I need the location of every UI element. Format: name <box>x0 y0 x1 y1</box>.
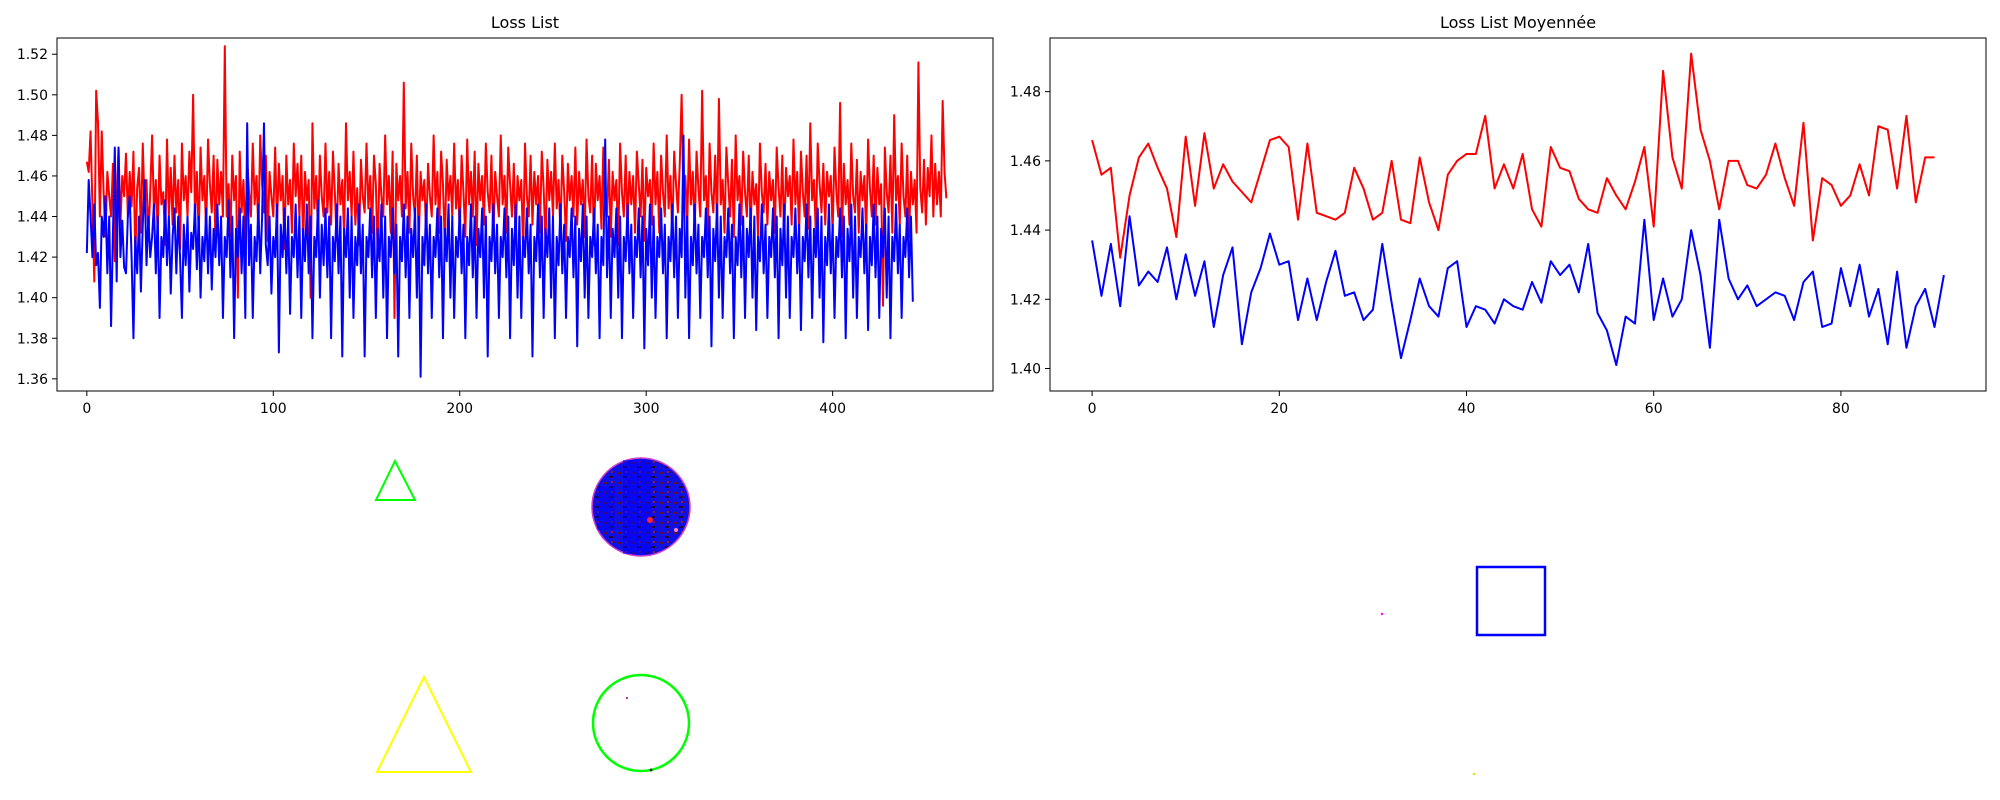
magenta-dot <box>1380 612 1384 616</box>
x-tick-label: 80 <box>1832 401 1850 417</box>
x-tick-label: 200 <box>446 401 473 417</box>
large-yellow-triangle <box>375 674 473 773</box>
axes-frame <box>1049 37 1987 392</box>
series-line-2 <box>1091 215 1945 367</box>
x-tick-label: 40 <box>1458 401 1476 417</box>
series-line-1 <box>1091 52 1935 259</box>
axes-frame <box>56 37 994 392</box>
tiny-dot-dark <box>649 768 653 772</box>
green-circle <box>591 673 691 773</box>
y-tick-label: 1.44 <box>17 210 48 226</box>
y-tick-label: 1.44 <box>1010 223 1041 239</box>
y-tick-label: 1.46 <box>17 169 48 185</box>
chart-loss-list-averaged: 0 20 40 60 80 1.40 1.42 1.44 1.46 1.48 Loss List M… <box>1010 13 1987 417</box>
x-tick-label: 100 <box>260 401 287 417</box>
shapes-panel <box>374 457 1547 776</box>
blue-square <box>1475 565 1547 637</box>
x-tick-label: 0 <box>82 401 91 417</box>
y-tick-label: 1.48 <box>1010 85 1041 101</box>
chart-title: Loss List <box>491 13 559 32</box>
y-tick-label: 1.48 <box>17 128 48 144</box>
y-tick-label: 1.52 <box>17 47 48 63</box>
y-tick-label: 1.36 <box>17 372 48 388</box>
y-tick-label: 1.42 <box>1010 292 1041 308</box>
y-tick-label: 1.40 <box>17 291 48 307</box>
textured-blue-sphere <box>591 457 691 557</box>
x-tick-label: 20 <box>1270 401 1288 417</box>
y-tick-label: 1.40 <box>1010 362 1041 378</box>
x-tick-label: 0 <box>1088 401 1097 417</box>
x-tick-label: 300 <box>633 401 660 417</box>
x-tick-label: 400 <box>819 401 846 417</box>
small-green-triangle <box>374 458 417 501</box>
y-tick-label: 1.38 <box>17 331 48 347</box>
y-tick-label: 1.50 <box>17 88 48 104</box>
x-tick-label: 60 <box>1645 401 1663 417</box>
tiny-dot <box>626 697 628 699</box>
yellow-dot <box>1472 772 1476 776</box>
chart-loss-list: 0 100 200 300 400 1.36 1.38 1.40 1.42 1.44 1.46 1.4… <box>17 13 994 417</box>
series-line-2 <box>85 122 914 378</box>
y-tick-label: 1.42 <box>17 250 48 266</box>
chart-title: Loss List Moyennée <box>1440 13 1596 32</box>
y-tick-label: 1.46 <box>1010 154 1041 170</box>
